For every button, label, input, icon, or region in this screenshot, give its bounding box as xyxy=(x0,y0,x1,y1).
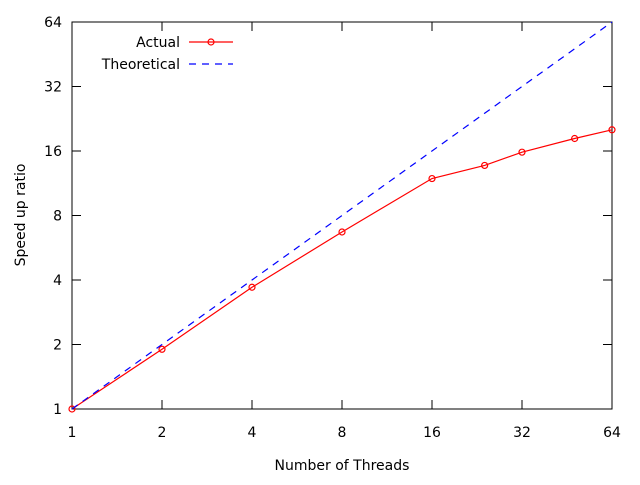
y-tick-label: 8 xyxy=(53,209,62,225)
series-line-actual xyxy=(71,129,613,410)
data-point-actual xyxy=(518,148,526,156)
x-tick-label: 2 xyxy=(158,425,167,441)
data-point-actual xyxy=(428,174,436,183)
x-tick-label: 16 xyxy=(423,425,441,441)
legend-label-theoretical: Theoretical xyxy=(101,57,180,73)
y-tick-label: 1 xyxy=(53,402,62,418)
data-point-actual xyxy=(68,405,76,413)
legend-marker-actual xyxy=(207,38,215,46)
data-point-actual xyxy=(338,228,346,236)
x-axis-label: Number of Threads xyxy=(275,458,410,474)
y-axis-label: Speed up ratio xyxy=(13,164,29,267)
x-tick-label: 64 xyxy=(603,425,621,441)
x-tick-label: 4 xyxy=(248,425,257,441)
data-point-actual xyxy=(571,134,579,143)
y-tick-label: 64 xyxy=(44,15,62,31)
legend-label-actual: Actual xyxy=(136,35,180,51)
y-tick-label: 16 xyxy=(44,144,62,160)
legend: Actual Theoretical xyxy=(101,35,233,73)
series-line-theoretical xyxy=(71,21,613,410)
data-point-actual xyxy=(481,161,489,170)
data-point-actual xyxy=(608,126,616,134)
data-point-actual xyxy=(248,283,256,291)
x-tick-label: 1 xyxy=(68,425,77,441)
series-layer xyxy=(68,21,616,413)
data-point-actual xyxy=(158,345,166,353)
x-tick-label: 32 xyxy=(513,425,531,441)
y-tick-label: 2 xyxy=(53,338,62,354)
axis-ticks: 1 2 4 8 16 32 64 1 2 4 8 16 32 64 xyxy=(44,15,621,441)
y-tick-label: 4 xyxy=(53,273,62,289)
x-tick-label: 8 xyxy=(338,425,347,441)
y-tick-label: 32 xyxy=(44,80,62,96)
